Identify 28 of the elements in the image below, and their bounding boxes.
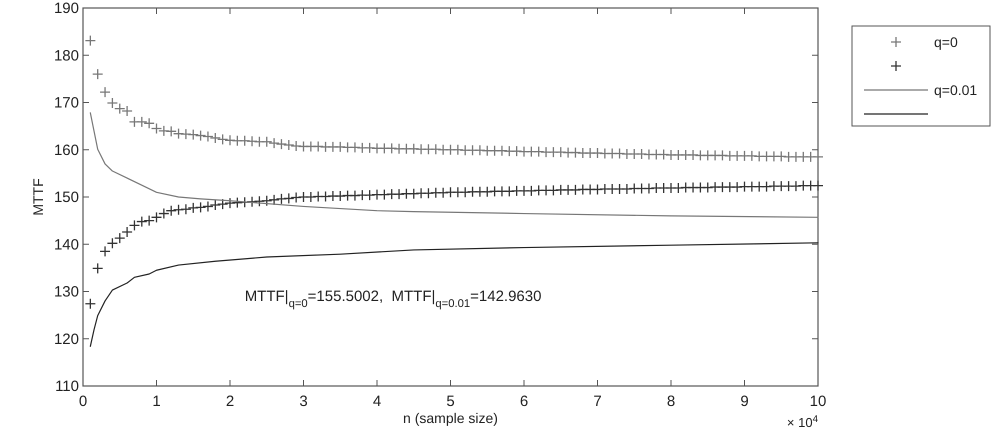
y-tick-label: 170 bbox=[54, 94, 79, 112]
x-tick-label: 1 bbox=[152, 393, 161, 410]
y-tick-label: 110 bbox=[55, 378, 79, 395]
line-series bbox=[90, 112, 819, 218]
x-tick-label: 6 bbox=[520, 393, 528, 410]
x-tick-label: 2 bbox=[226, 393, 234, 410]
y-tick-label: 180 bbox=[54, 47, 79, 64]
x-tick-label: 3 bbox=[299, 393, 308, 410]
legend-label: q=0 bbox=[934, 34, 958, 50]
y-tick-label: 130 bbox=[54, 284, 79, 300]
x-axis-title: n (sample size) bbox=[403, 410, 498, 426]
y-tick-label: 190 bbox=[54, 0, 79, 17]
text: × 10$^{4}$ bbox=[786, 414, 819, 430]
x-tick-label: 0 bbox=[78, 393, 88, 410]
x-tick-label: 9 bbox=[740, 393, 749, 410]
annotation: MTTF|$_{q=0}$=155.5002, MTTF|$_{q=0.01}$=142.9630 bbox=[244, 288, 542, 310]
legend-label: q=0.01 bbox=[934, 82, 978, 98]
x-tick-label: 8 bbox=[666, 393, 676, 410]
y-axis-title: MTTF bbox=[30, 178, 46, 216]
y-tick-label: 150 bbox=[54, 189, 79, 206]
y-tick-label: 140 bbox=[54, 236, 79, 254]
x-tick-label: 5 bbox=[446, 393, 455, 410]
x-tick-label: 7 bbox=[593, 393, 602, 410]
y-tick-label: 120 bbox=[54, 330, 79, 348]
line-series bbox=[90, 242, 819, 347]
x-tick-label: 4 bbox=[372, 393, 382, 410]
x-tick-label: 10 bbox=[810, 393, 826, 410]
y-tick-label: 160 bbox=[54, 142, 79, 159]
